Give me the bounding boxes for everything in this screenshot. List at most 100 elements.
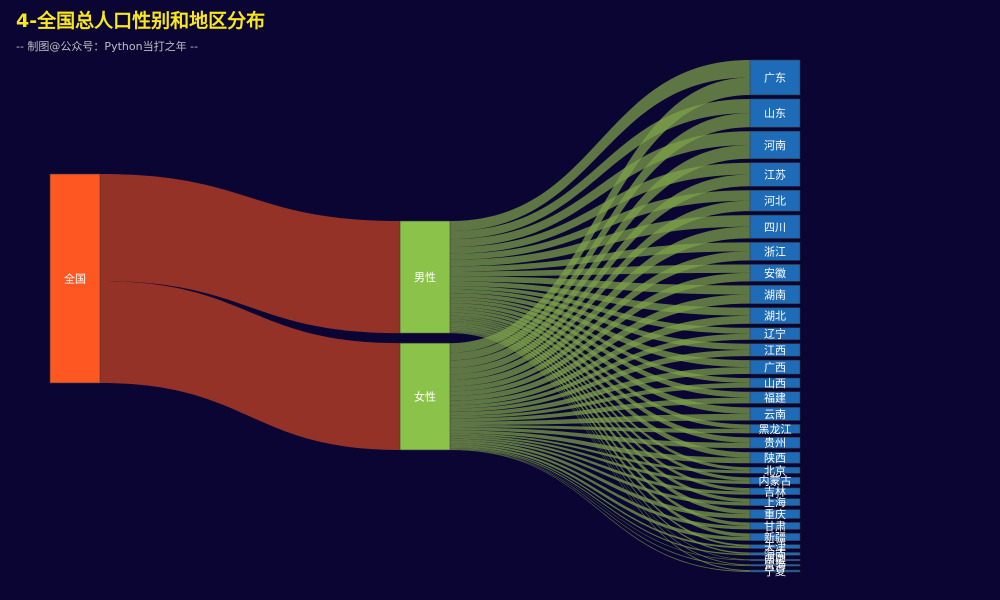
node-region-10-node bbox=[749, 327, 801, 340]
link-男性-吉林 bbox=[450, 319, 750, 492]
node-region-8-label: 湖南 bbox=[764, 289, 786, 302]
node-region-0-label: 广东 bbox=[764, 71, 786, 84]
link-女性-新疆 bbox=[450, 444, 750, 541]
node-region-19-label: 北京 bbox=[764, 463, 786, 477]
node-region-4-node bbox=[749, 189, 801, 212]
link-男性-黑龙江 bbox=[450, 306, 750, 429]
node-region-1-label: 山东 bbox=[764, 107, 786, 120]
node-region-12-node bbox=[749, 359, 801, 375]
link-女性-上海 bbox=[450, 438, 750, 506]
link-女性-广东 bbox=[450, 77, 750, 353]
node-gender-0-node bbox=[399, 220, 451, 334]
node-region-24-label: 甘肃 bbox=[764, 520, 786, 533]
node-region-2-label: 河南 bbox=[764, 139, 786, 152]
node-region-27-label: 海南 bbox=[764, 547, 786, 561]
node-region-15-label: 云南 bbox=[764, 408, 786, 421]
link-女性-辽宁 bbox=[450, 333, 750, 409]
link-女性-江苏 bbox=[450, 174, 750, 375]
chart-title: 4-全国总人口性别和地区分布 bbox=[16, 10, 266, 32]
node-region-28-label: 西藏 bbox=[764, 554, 786, 567]
node-region-6-node bbox=[749, 242, 801, 261]
link-男性-新疆 bbox=[450, 327, 750, 538]
node-region-18-label: 陕西 bbox=[764, 451, 786, 465]
node-region-20-node bbox=[749, 477, 801, 485]
link-女性-北京 bbox=[450, 433, 750, 474]
link-男性-宁夏 bbox=[450, 332, 750, 572]
link-男性-内蒙古 bbox=[450, 317, 750, 481]
link-女性-四川 bbox=[450, 226, 750, 387]
link-女性-浙江 bbox=[450, 251, 750, 392]
link-女性-陕西 bbox=[450, 430, 750, 464]
link-女性-天津 bbox=[450, 446, 750, 549]
chart-subtitle: -- 制图@公众号：Python当打之年 -- bbox=[16, 40, 198, 53]
node-gender-1-label: 女性 bbox=[414, 390, 436, 404]
link-女性-河南 bbox=[450, 144, 750, 368]
node-region-13-node bbox=[749, 377, 801, 389]
link-女性-宁夏 bbox=[450, 449, 750, 572]
link-女性-重庆 bbox=[450, 440, 750, 519]
node-region-27-node bbox=[749, 552, 801, 556]
link-女性-江西 bbox=[450, 349, 750, 412]
link-女性-黑龙江 bbox=[450, 425, 750, 434]
node-region-2-node bbox=[749, 130, 801, 160]
node-region-17-label: 贵州 bbox=[764, 437, 786, 450]
node-region-1-node bbox=[749, 98, 801, 128]
link-女性-山西 bbox=[450, 382, 750, 419]
node-region-22-node bbox=[749, 498, 801, 506]
link-男性-青海 bbox=[450, 332, 750, 566]
node-region-26-node bbox=[749, 544, 801, 549]
link-女性-安徽 bbox=[450, 272, 750, 396]
link-女性-内蒙古 bbox=[450, 435, 750, 485]
node-region-12-label: 广西 bbox=[764, 361, 786, 374]
node-region-26-label: 天津 bbox=[764, 541, 786, 554]
link-root-男性 bbox=[100, 174, 400, 334]
node-root-label: 全国 bbox=[64, 272, 86, 286]
link-女性-湖南 bbox=[450, 294, 750, 401]
node-gender-0-label: 男性 bbox=[414, 270, 436, 284]
link-女性-福建 bbox=[450, 397, 750, 422]
link-男性-陕西 bbox=[450, 312, 750, 458]
node-region-28-node bbox=[749, 558, 801, 562]
link-男性-江苏 bbox=[450, 162, 750, 254]
node-region-23-node bbox=[749, 509, 801, 519]
node-region-9-node bbox=[749, 307, 801, 325]
node-region-7-label: 安徽 bbox=[764, 266, 786, 280]
link-男性-广西 bbox=[450, 293, 750, 368]
node-region-20-label: 内蒙古 bbox=[759, 474, 792, 488]
node-region-22-label: 上海 bbox=[764, 495, 786, 509]
node-region-30-label: 宁夏 bbox=[764, 564, 786, 578]
node-region-29-node bbox=[749, 564, 801, 567]
node-region-10-label: 辽宁 bbox=[764, 327, 786, 341]
link-女性-广西 bbox=[450, 367, 750, 416]
node-region-3-label: 江苏 bbox=[764, 169, 786, 182]
node-region-3-node bbox=[749, 162, 801, 187]
link-女性-河北 bbox=[450, 200, 750, 380]
node-root-node bbox=[49, 173, 101, 384]
node-region-11-node bbox=[749, 343, 801, 357]
link-男性-河北 bbox=[450, 190, 750, 260]
node-region-8-node bbox=[749, 285, 801, 304]
link-女性-云南 bbox=[450, 413, 750, 426]
node-region-13-label: 山西 bbox=[764, 377, 786, 390]
node-region-14-node bbox=[749, 391, 801, 404]
node-region-17-node bbox=[749, 437, 801, 449]
link-男性-山东 bbox=[450, 98, 750, 240]
link-男性-甘肃 bbox=[450, 325, 750, 526]
link-女性-山东 bbox=[450, 113, 750, 361]
node-region-30-node bbox=[749, 569, 801, 573]
node-region-16-node bbox=[749, 424, 801, 434]
node-region-6-label: 浙江 bbox=[764, 245, 786, 258]
node-region-29-label: 青海 bbox=[764, 558, 786, 572]
node-region-4-label: 河北 bbox=[764, 195, 786, 208]
link-男性-河南 bbox=[450, 131, 750, 247]
link-女性-甘肃 bbox=[450, 443, 750, 530]
link-男性-广东 bbox=[450, 60, 750, 231]
node-region-14-label: 福建 bbox=[764, 391, 786, 405]
link-女性-湖北 bbox=[450, 315, 750, 406]
link-男性-山西 bbox=[450, 297, 750, 383]
node-region-9-label: 湖北 bbox=[764, 310, 786, 323]
node-gender-1-node bbox=[399, 342, 451, 451]
link-女性-海南 bbox=[450, 447, 750, 556]
